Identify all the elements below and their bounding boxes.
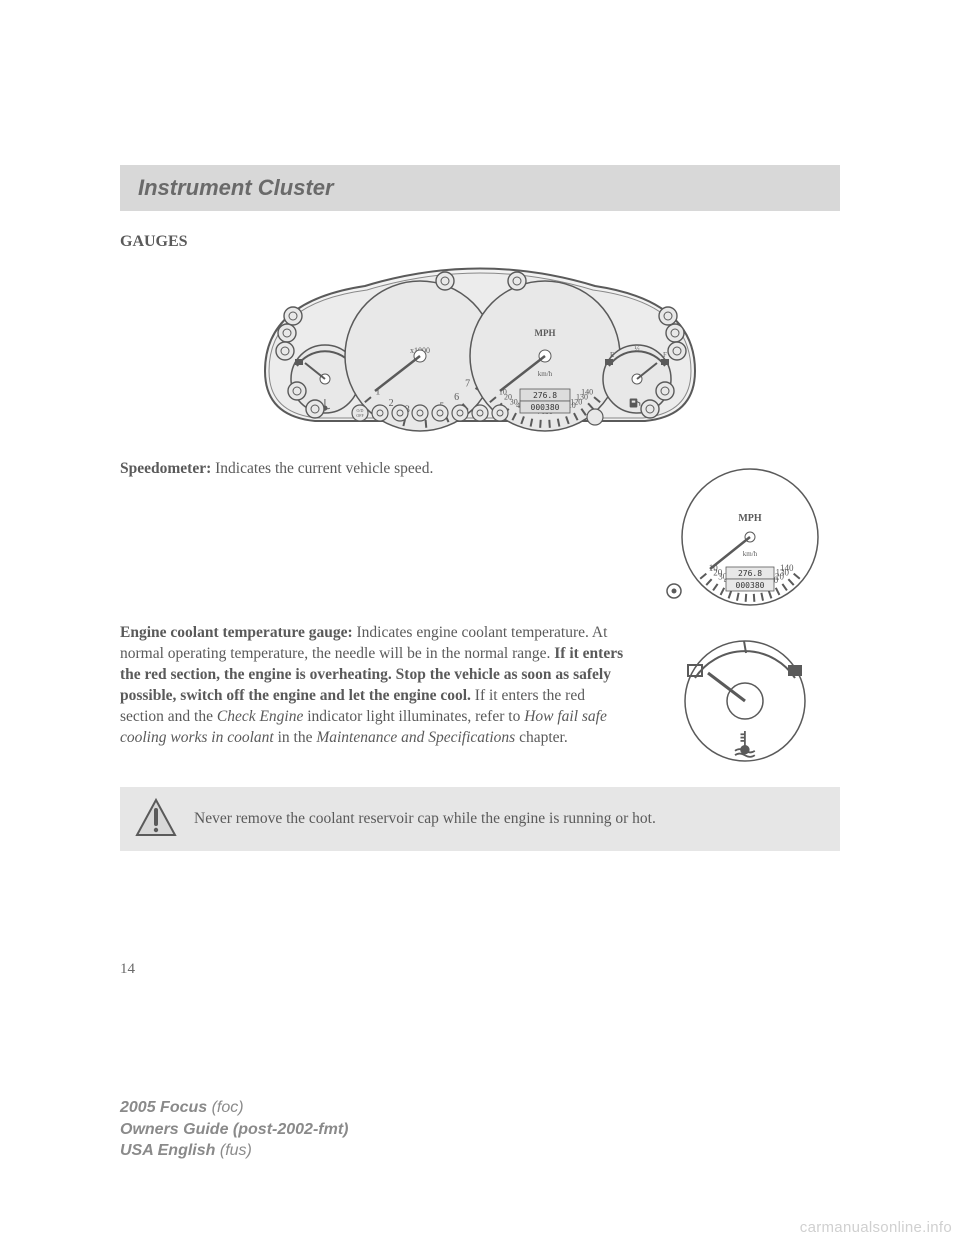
svg-text:7: 7 <box>465 379 470 390</box>
instrument-cluster-diagram: 1234567 x1000 10203040506070809010011012… <box>245 261 715 441</box>
svg-text:000380: 000380 <box>531 403 560 412</box>
svg-text:140: 140 <box>780 563 794 573</box>
chapter-title: Instrument Cluster <box>138 175 822 201</box>
coolant-label: Engine coolant temperature gauge: <box>120 624 353 641</box>
svg-text:MPH: MPH <box>535 328 556 338</box>
svg-text:140: 140 <box>581 387 593 396</box>
svg-text:km/h: km/h <box>743 550 758 558</box>
speedometer-description: Speedometer: Indicates the current vehic… <box>120 459 630 480</box>
svg-text:MPH: MPH <box>738 513 762 524</box>
footer-lang: USA English <box>120 1142 215 1159</box>
svg-text:E: E <box>610 351 614 359</box>
svg-text:000380: 000380 <box>736 581 765 590</box>
warning-callout: Never remove the coolant reservoir cap w… <box>120 787 840 851</box>
svg-text:276.8: 276.8 <box>533 391 557 400</box>
footer: 2005 Focus (foc) Owners Guide (post-2002… <box>120 1097 348 1162</box>
svg-text:2: 2 <box>389 398 394 409</box>
svg-text:½: ½ <box>634 345 639 353</box>
speedometer-label: Speedometer: <box>120 460 211 477</box>
coolant-description: Engine coolant temperature gauge: Indica… <box>120 623 630 749</box>
footer-guide: Owners Guide (post-2002-fmt) <box>120 1121 348 1138</box>
speedometer-diagram: 102030405060708090100110120130140 MPH km… <box>650 459 840 609</box>
watermark: carmanualsonline.info <box>800 1219 952 1236</box>
warning-icon <box>134 797 178 841</box>
svg-text:F: F <box>663 351 667 359</box>
svg-text:OFF: OFF <box>356 413 364 418</box>
warning-text: Never remove the coolant reservoir cap w… <box>194 809 656 830</box>
chapter-header: Instrument Cluster <box>120 165 840 211</box>
coolant-gauge-diagram <box>650 623 840 773</box>
page-number: 14 <box>120 961 840 978</box>
section-heading: GAUGES <box>120 233 840 251</box>
svg-text:6: 6 <box>454 392 459 403</box>
svg-text:km/h: km/h <box>538 370 553 378</box>
footer-model: 2005 Focus <box>120 1099 207 1116</box>
svg-text:276.8: 276.8 <box>738 569 762 578</box>
